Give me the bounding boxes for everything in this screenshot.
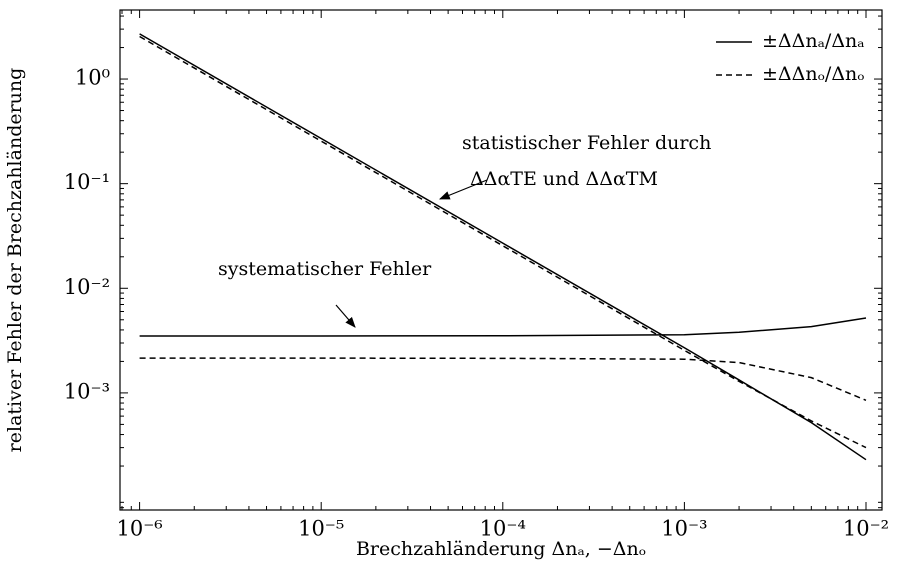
legend-label: ±ΔΔnₒ/Δnₒ [762,63,865,85]
y-axis-label: relativer Fehler der Brechzahländerung [4,68,26,453]
x-axis-label: Brechzahländerung Δnₐ, −Δnₒ [356,538,646,560]
annotation: ΔΔαTE und ΔΔαTM [470,168,658,190]
line [139,33,867,461]
x-tick-label: 10⁻² [843,517,889,541]
line [139,317,867,337]
annotation: systematischer Fehler [218,258,432,280]
x-tick-label: 10⁻³ [661,517,707,541]
y-tick-label: 10⁻¹ [64,170,110,194]
plot-frame [119,9,883,511]
annotation: statistischer Fehler durch [462,132,711,154]
legend-label: ±ΔΔnₐ/Δnₐ [762,30,865,52]
arrow [335,304,356,328]
y-tick-label: 10⁰ [75,66,110,90]
x-tick-label: 10⁻⁵ [298,517,344,541]
line [139,357,867,401]
y-tick-label: 10⁻² [64,275,110,299]
y-tick-label: 10⁻³ [64,379,110,403]
line [139,35,867,449]
arrow [438,179,488,200]
x-tick-label: 10⁻⁶ [116,517,162,541]
x-tick-label: 10⁻⁴ [480,517,526,541]
